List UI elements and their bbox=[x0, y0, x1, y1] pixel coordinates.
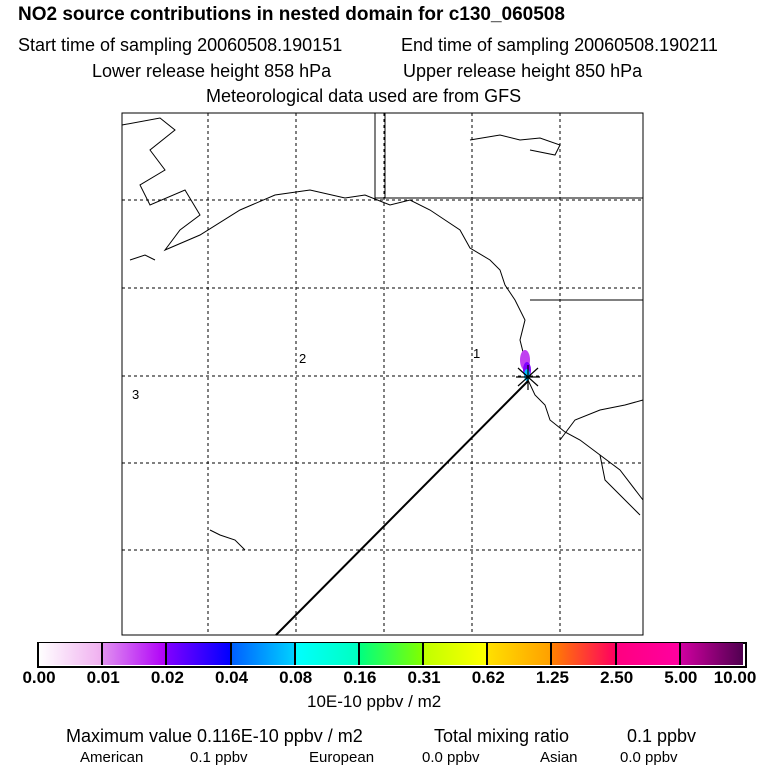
total-mixing-ratio-value: 0.1 ppbv bbox=[627, 726, 697, 746]
european-value: 0.0 ppbv bbox=[422, 749, 480, 766]
colorbar-segment bbox=[167, 643, 232, 665]
colorbar-segment bbox=[295, 643, 360, 665]
colorbar-tick-label: 2.50 bbox=[600, 668, 634, 687]
start-time: Start time of sampling 20060508.190151 bbox=[18, 35, 343, 55]
colorbar-tick-label: 5.00 bbox=[664, 668, 698, 687]
colorbar-unit: 10E-10 ppbv / m2 bbox=[307, 692, 442, 711]
american-value: 0.1 ppbv bbox=[190, 749, 248, 766]
colorbar-tick-label: 0.04 bbox=[214, 668, 249, 687]
asian-label: Asian bbox=[540, 749, 578, 766]
asian-value: 0.0 ppbv bbox=[620, 749, 678, 766]
american-label: American bbox=[80, 749, 144, 766]
met-data-label: Meteorological data used are from GFS bbox=[206, 86, 522, 106]
colorbar-tick-label: 0.08 bbox=[279, 668, 313, 687]
colorbar-tick-label: 1.25 bbox=[535, 668, 569, 687]
map-frame bbox=[121, 112, 644, 636]
coastlines bbox=[121, 113, 644, 551]
colorbar-tick-label: 0.16 bbox=[343, 668, 377, 687]
colorbar-tick-label: 0.02 bbox=[150, 668, 184, 687]
map-panel: 1 2 3 bbox=[121, 112, 644, 636]
upper-release-height: Upper release height 850 hPa bbox=[403, 61, 643, 81]
european-label: European bbox=[309, 749, 375, 766]
plot-title: NO2 source contributions in nested domai… bbox=[18, 4, 565, 25]
region-label: 3 bbox=[132, 387, 139, 402]
flight-track bbox=[275, 380, 529, 636]
colorbar-segment bbox=[231, 643, 296, 665]
max-value: Maximum value 0.116E-10 ppbv / m2 bbox=[66, 726, 363, 746]
colorbar-segment bbox=[359, 643, 425, 665]
region-label: 2 bbox=[299, 351, 306, 366]
colorbar-tick-label: 0.31 bbox=[407, 668, 441, 687]
end-time: End time of sampling 20060508.190211 bbox=[401, 35, 718, 55]
grid-lines bbox=[122, 113, 643, 635]
region-label: 1 bbox=[473, 346, 480, 361]
colorbar-segment bbox=[552, 643, 617, 665]
colorbar-tick-label: 0.62 bbox=[471, 668, 505, 687]
colorbar-segment bbox=[680, 643, 743, 665]
colorbar-segment bbox=[488, 643, 553, 665]
colorbar-segment bbox=[424, 643, 489, 665]
colorbar-tick-label: 0.00 bbox=[22, 668, 56, 687]
total-mixing-ratio-label: Total mixing ratio bbox=[434, 726, 570, 746]
colorbar-segment bbox=[103, 643, 168, 665]
release-point-marker bbox=[516, 365, 540, 390]
colorbar-tick-label: 0.01 bbox=[86, 668, 120, 687]
colorbar-segment bbox=[616, 643, 681, 665]
colorbar-tick-label: 10.00 bbox=[713, 668, 757, 687]
colorbar-segment bbox=[39, 643, 104, 665]
lower-release-height: Lower release height 858 hPa bbox=[92, 61, 332, 81]
